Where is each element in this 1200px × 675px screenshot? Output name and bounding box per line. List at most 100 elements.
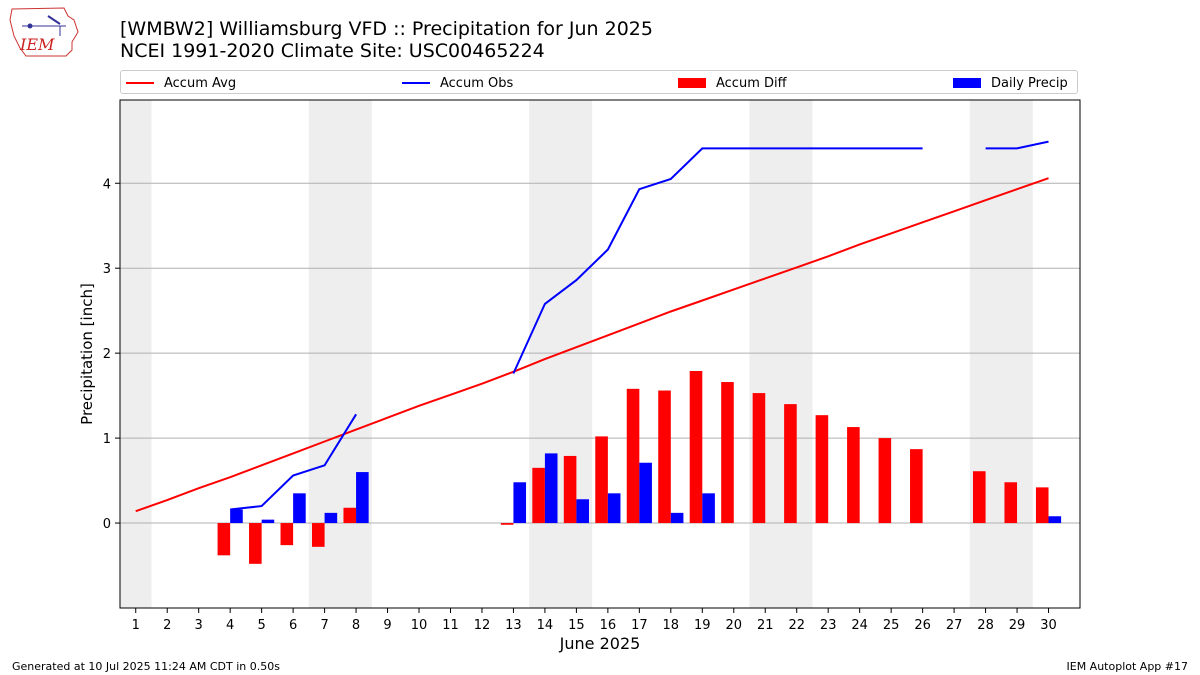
x-tick-label: 16 (600, 618, 617, 633)
weekend-band (969, 100, 1033, 608)
daily-precip-bar (544, 453, 558, 524)
weekend-band (529, 100, 593, 608)
accum-diff-bar (217, 523, 231, 556)
legend-label: Accum Avg (164, 75, 237, 91)
accum-obs-line (512, 147, 923, 374)
accum-diff-bar (532, 467, 545, 524)
legend-item-accum-diff: Accum Diff (678, 74, 787, 92)
x-axis-label: June 2025 (559, 634, 641, 653)
legend-label: Accum Diff (716, 75, 787, 91)
accum-diff-bar (847, 427, 860, 524)
x-tick-label: 11 (442, 618, 459, 633)
daily-precip-bar (261, 519, 275, 524)
accum-diff-bar (1004, 482, 1018, 524)
x-tick-label: 21 (757, 618, 774, 633)
legend-swatch (678, 78, 706, 88)
daily-precip-bar (356, 472, 369, 524)
x-tick-label: 27 (946, 618, 963, 633)
x-tick-label: 28 (977, 618, 994, 633)
app-credit: IEM Autoplot App #17 (1066, 660, 1189, 673)
accum-diff-bar (280, 523, 294, 546)
x-tick-label: 18 (663, 618, 680, 633)
accum-diff-bar (343, 507, 357, 524)
x-tick-label: 15 (568, 618, 585, 633)
daily-precip-bar (230, 509, 243, 524)
accum-diff-bar (784, 404, 797, 524)
x-tick-label: 25 (883, 618, 900, 633)
accum-obs-line (230, 413, 357, 511)
x-tick-label: 14 (537, 618, 554, 633)
daily-precip-bar (576, 499, 589, 524)
x-tick-label: 3 (195, 618, 203, 633)
x-tick-label: 7 (320, 618, 328, 633)
daily-precip-bar (513, 482, 527, 524)
plot-frame (119, 99, 1081, 609)
accum-diff-bar (752, 393, 766, 524)
x-tick-label: 8 (352, 618, 360, 633)
x-tick-label: 10 (411, 618, 428, 633)
accum-diff-bar (1035, 487, 1049, 524)
y-tick-label: 3 (103, 262, 111, 277)
daily-precip-bar (1048, 516, 1062, 524)
logo-text: IEM (19, 35, 55, 54)
generated-timestamp: Generated at 10 Jul 2025 11:24 AM CDT in… (12, 660, 280, 673)
daily-precip-bar (293, 493, 306, 524)
accum-diff-bar (972, 471, 986, 524)
y-tick-label: 2 (103, 347, 111, 362)
accum-diff-bar (626, 388, 640, 524)
x-tick-label: 29 (1009, 618, 1026, 633)
accum-diff-bar (658, 390, 671, 524)
daily-precip-bar (639, 462, 652, 524)
accum-diff-bar (721, 382, 734, 524)
x-tick-label: 23 (820, 618, 837, 633)
x-tick-label: 19 (694, 618, 711, 633)
weekend-band (308, 100, 372, 608)
x-tick-label: 24 (851, 618, 868, 633)
legend-item-daily-precip: Daily Precip (953, 74, 1068, 92)
y-tick-label: 0 (103, 517, 111, 532)
legend-label: Accum Obs (440, 75, 514, 91)
daily-precip-bar (670, 512, 684, 524)
accum-diff-bar (595, 436, 608, 524)
accum-avg-line (135, 177, 1049, 513)
x-tick-label: 17 (631, 618, 648, 633)
accum-diff-bar (312, 523, 325, 547)
x-tick-label: 22 (788, 618, 805, 633)
weekend-band (749, 100, 813, 608)
daily-precip-bar (702, 493, 715, 524)
legend-item-accum-obs: Accum Obs (402, 74, 513, 92)
x-tick-label: 26 (914, 618, 931, 633)
legend-label: Daily Precip (991, 75, 1068, 91)
y-tick-label: 1 (103, 432, 111, 447)
legend-swatch (126, 82, 154, 84)
accum-diff-bar (815, 415, 829, 524)
chart-title: [WMBW2] Williamsburg VFD :: Precipitatio… (120, 18, 653, 40)
accum-diff-bar (689, 370, 703, 524)
x-tick-label: 13 (505, 618, 522, 633)
y-axis-label: Precipitation [inch] (78, 283, 96, 425)
x-tick-label: 12 (474, 618, 491, 633)
x-tick-label: 20 (725, 618, 742, 633)
y-tick-label: 4 (103, 177, 111, 192)
chart-subtitle: NCEI 1991-2020 Climate Site: USC00465224 (120, 40, 545, 62)
x-tick-label: 1 (132, 618, 140, 633)
accum-diff-bar (910, 449, 923, 524)
x-tick-label: 5 (257, 618, 265, 633)
legend-swatch (402, 82, 430, 84)
chart-legend: Accum Avg Accum Obs Accum Diff Daily Pre… (120, 70, 1078, 94)
legend-item-accum-avg: Accum Avg (126, 74, 236, 92)
daily-precip-bar (324, 512, 338, 524)
accum-obs-line (985, 140, 1049, 150)
legend-swatch (953, 78, 981, 88)
weekend-band (120, 100, 152, 608)
x-tick-label: 6 (289, 618, 297, 633)
accum-diff-bar (878, 438, 892, 524)
x-tick-label: 2 (163, 618, 171, 633)
x-tick-label: 9 (383, 618, 391, 633)
x-tick-label: 4 (226, 618, 234, 633)
x-tick-label: 30 (1040, 618, 1057, 633)
iem-logo: IEM (9, 7, 79, 57)
accum-diff-bar (249, 523, 262, 564)
accum-diff-bar (500, 523, 514, 525)
